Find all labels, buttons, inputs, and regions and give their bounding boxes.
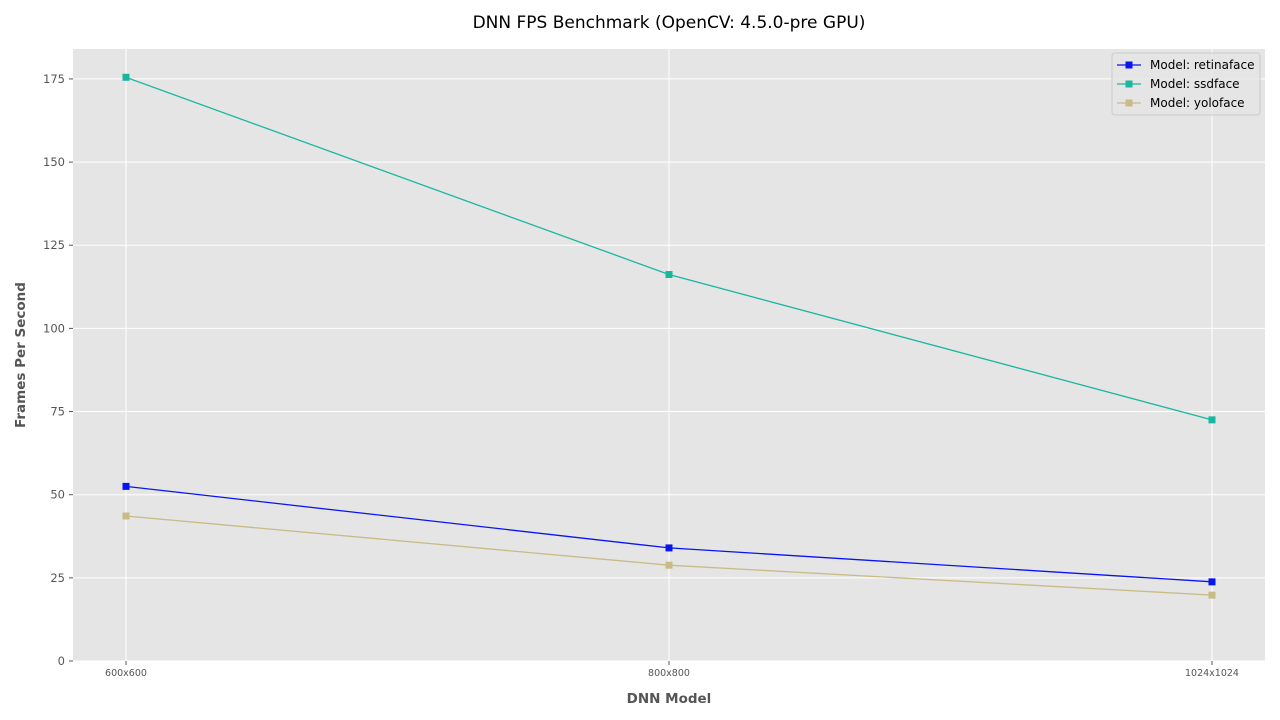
- grid: [73, 49, 1265, 662]
- legend-box: [1111, 52, 1261, 116]
- data-point: [122, 512, 130, 520]
- data-point: [665, 271, 673, 279]
- data-point: [1208, 591, 1216, 599]
- legend-label: Model: retinaface: [1150, 58, 1255, 72]
- y-tick-label: 100: [43, 321, 65, 335]
- legend: Model: retinaface Model: ssdface Model: yo…: [1111, 52, 1261, 116]
- y-tick-label: 150: [43, 155, 65, 169]
- y-tick-label: 50: [50, 488, 65, 502]
- y-tick-label: 75: [50, 405, 65, 419]
- legend-marker-swatch: [1125, 61, 1133, 69]
- legend-marker-swatch: [1125, 99, 1133, 107]
- legend-label: Model: yoloface: [1150, 96, 1245, 110]
- data-point: [1208, 416, 1216, 424]
- x-axis-label: DNN Model: [627, 691, 712, 707]
- x-tick-label: 800x800: [648, 668, 690, 679]
- x-tick-label: 1024x1024: [1185, 668, 1239, 679]
- y-tick-label: 0: [58, 654, 65, 668]
- data-point: [122, 482, 130, 490]
- x-axis-ticks: 600x600 800x800 1024x1024: [105, 661, 1239, 679]
- chart-title: DNN FPS Benchmark (OpenCV: 4.5.0-pre GPU…: [473, 13, 866, 33]
- legend-label: Model: ssdface: [1150, 77, 1240, 91]
- legend-marker-swatch: [1125, 80, 1133, 88]
- data-point: [665, 544, 673, 552]
- y-tick-label: 125: [43, 238, 65, 252]
- x-tick-label: 600x600: [105, 668, 147, 679]
- y-tick-label: 175: [43, 72, 65, 86]
- y-axis-ticks: 0 25 50 75 100 125 150 175: [43, 72, 73, 668]
- data-point: [665, 561, 673, 569]
- data-point: [122, 73, 130, 81]
- y-tick-label: 25: [50, 571, 65, 585]
- series-group: [122, 73, 1216, 599]
- y-axis-label: Frames Per Second: [13, 282, 29, 428]
- data-point: [1208, 578, 1216, 586]
